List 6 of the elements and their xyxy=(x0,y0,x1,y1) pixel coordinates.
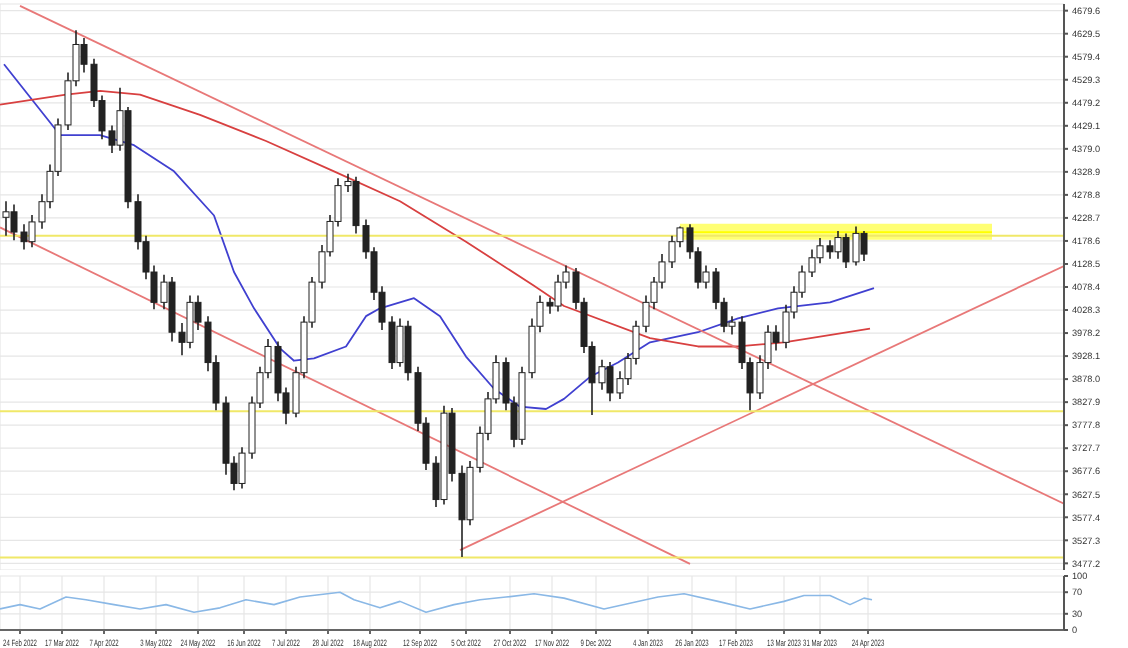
candlestick xyxy=(554,273,562,313)
line-series xyxy=(0,591,873,613)
candlestick xyxy=(396,317,404,368)
candlestick xyxy=(860,230,868,262)
candlestick xyxy=(834,230,842,260)
candlestick xyxy=(186,294,194,350)
